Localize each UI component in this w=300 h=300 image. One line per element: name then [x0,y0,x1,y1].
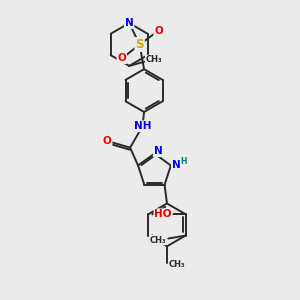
Text: O: O [154,26,163,36]
Text: N: N [172,160,181,170]
Text: H: H [180,158,187,166]
Text: CH₃: CH₃ [169,260,186,268]
Text: N: N [154,146,162,156]
Text: HO: HO [154,209,172,219]
Text: CH₃: CH₃ [146,56,162,64]
Text: NH: NH [134,121,151,131]
Text: O: O [103,136,112,146]
Text: S: S [135,38,144,51]
Text: N: N [125,18,134,28]
Text: CH₃: CH₃ [149,236,166,244]
Text: O: O [117,53,126,63]
